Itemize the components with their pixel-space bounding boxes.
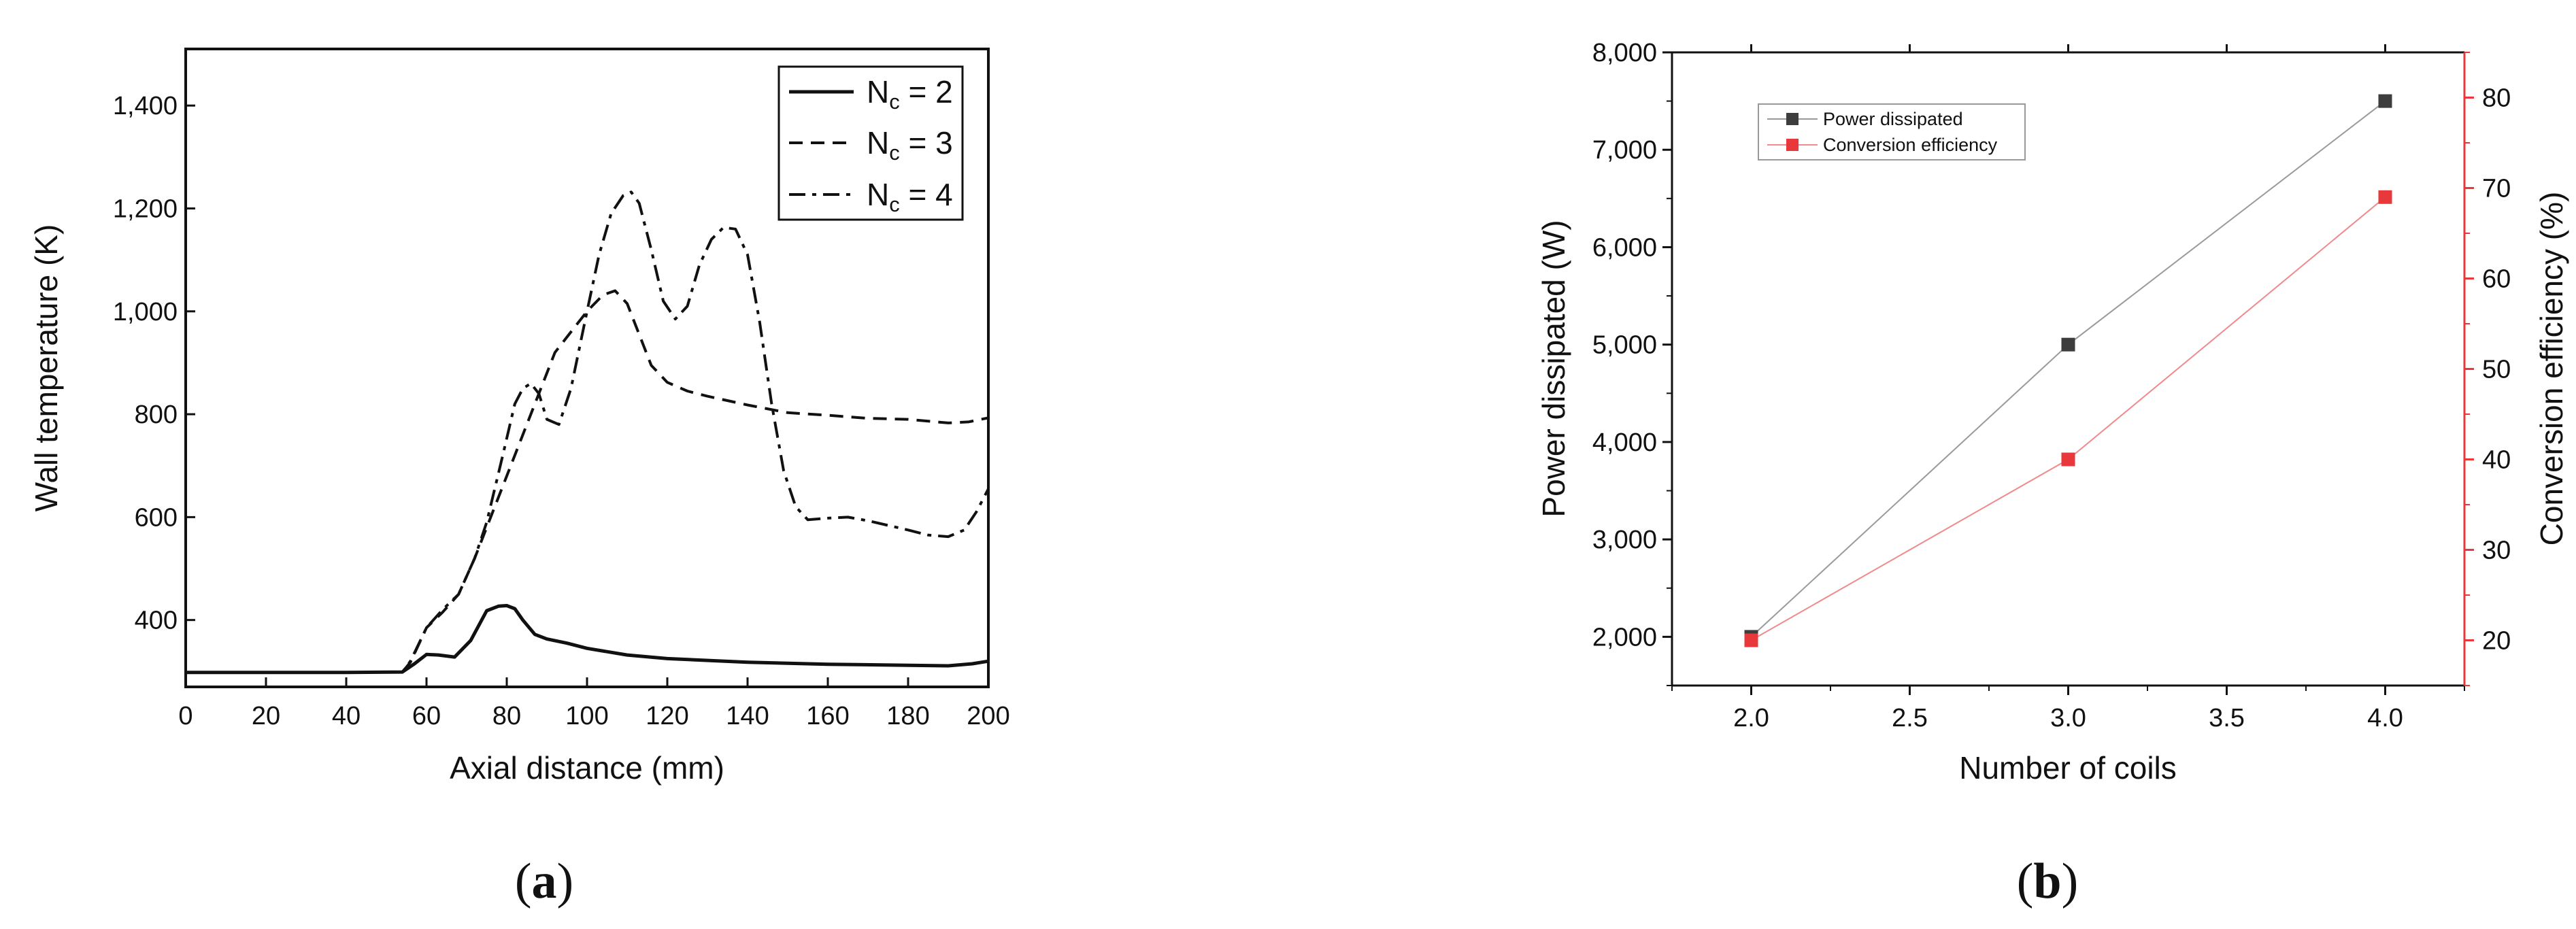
chart-b: 2.0 2.5 3.0 3.5 4.0 2,000 3,000 4,000 5,000 6,00…: [1536, 39, 2569, 909]
chart-b-right-y-tick-label: 40: [2482, 446, 2511, 475]
chart-b-right-y-axis-label: Conversion efficiency (%): [2534, 192, 2569, 546]
chart-b-series-2-marker: [1744, 633, 1758, 647]
legend-label-nc4: Nc = 4: [867, 177, 953, 216]
chart-b-x-ticks: 2.0 2.5 3.0 3.5 4.0: [1671, 44, 2465, 732]
chart-a-series-1-line: [186, 604, 989, 675]
chart-a-legend-box: [777, 65, 964, 221]
chart-a-x-tick-label: 200: [967, 702, 1009, 730]
legend-label-power: Power dissipated: [1823, 109, 1963, 129]
legend-swatch-efficiency-marker: [1786, 139, 1799, 151]
chart-b-series-1-line: [1750, 100, 2386, 638]
chart-b-y-tick-label: 8,000: [1592, 39, 1657, 67]
chart-a-series-2-line: [186, 289, 989, 674]
chart-a-legend: Nc = 2 Nc = 3 Nc = 4: [777, 65, 964, 221]
chart-a-x-tick-label: 20: [252, 702, 280, 730]
chart-b-y-ticks: 2,000 3,000 4,000 5,000 6,000 7,000 8,000: [1592, 39, 1672, 686]
legend-label-nc3: Nc = 3: [867, 125, 953, 165]
chart-a-x-tick-label: 120: [646, 702, 688, 730]
chart-b-right-y-tick-label: 50: [2482, 356, 2511, 384]
chart-b-series-1-marker: [2061, 337, 2075, 352]
chart-a-x-tick-label: 100: [565, 702, 608, 730]
chart-a-x-tick-label: 160: [806, 702, 849, 730]
chart-b-x-tick-label: 4.0: [2367, 704, 2403, 732]
legend-swatch-power-marker: [1786, 113, 1799, 125]
panel-b-tag: (b): [2017, 854, 2078, 909]
chart-a-x-ticks: 0 20 40 60 80 100 120 140 160 180 200: [178, 677, 1010, 730]
chart-a: 0 20 40 60 80 100 120 140 160 180 200 400 600 800 1,0…: [29, 48, 1010, 909]
chart-a-x-tick-label: 80: [492, 702, 521, 730]
legend-label-nc2: Nc = 2: [867, 74, 953, 114]
chart-b-series-2-marker: [2378, 190, 2392, 204]
chart-b-y-tick-label: 4,000: [1592, 428, 1657, 457]
chart-b-y-tick-label: 6,000: [1592, 233, 1657, 262]
chart-b-right-y-tick-label: 30: [2482, 537, 2511, 565]
chart-b-x-tick-label: 3.5: [2209, 704, 2245, 732]
chart-b-right-y-tick-label: 60: [2482, 265, 2511, 294]
chart-b-right-y-tick-label: 20: [2482, 627, 2511, 656]
chart-a-y-tick-label: 1,000: [113, 298, 178, 326]
chart-b-right-y-ticks: 20 30 40 50 60 70 80: [2464, 52, 2511, 686]
chart-a-x-axis-label: Axial distance (mm): [450, 750, 724, 786]
chart-b-x-axis-label: Number of coils: [1959, 750, 2177, 786]
chart-b-lines: [1744, 94, 2392, 647]
chart-a-series-3-line: [186, 190, 990, 674]
chart-a-y-tick-label: 800: [135, 401, 178, 429]
chart-a-y-ticks: 400 600 800 1,000 1,200 1,400: [113, 92, 195, 635]
legend-label-efficiency: Conversion efficiency: [1823, 135, 1998, 155]
chart-b-series-2-marker: [2061, 452, 2075, 467]
chart-b-x-tick-label: 2.0: [1733, 704, 1769, 732]
chart-b-y-axis-label: Power dissipated (W): [1536, 220, 1571, 517]
chart-a-y-tick-label: 400: [135, 607, 178, 635]
chart-a-x-tick-label: 40: [332, 702, 361, 730]
chart-b-y-tick-label: 5,000: [1592, 331, 1657, 360]
chart-a-x-tick-label: 60: [412, 702, 441, 730]
chart-b-y-tick-label: 2,000: [1592, 623, 1657, 652]
chart-a-y-tick-label: 1,400: [113, 92, 178, 120]
chart-b-right-y-tick-label: 70: [2482, 175, 2511, 203]
chart-b-y-tick-label: 3,000: [1592, 526, 1657, 554]
chart-a-lines: [186, 190, 990, 675]
chart-a-y-tick-label: 1,200: [113, 195, 178, 224]
chart-b-right-y-tick-label: 80: [2482, 84, 2511, 113]
chart-a-x-tick-label: 180: [886, 702, 929, 730]
chart-b-series-1-marker: [2378, 94, 2392, 108]
chart-a-x-tick-label: 0: [178, 702, 193, 730]
chart-a-x-tick-label: 140: [726, 702, 769, 730]
chart-b-x-tick-label: 2.5: [1892, 704, 1928, 732]
chart-b-x-tick-label: 3.0: [2050, 704, 2086, 732]
chart-b-legend-box: [1758, 103, 2026, 161]
chart-b-legend: Power dissipated Conversion efficiency: [1758, 103, 2026, 161]
chart-a-y-tick-label: 600: [135, 503, 178, 532]
chart-b-y-tick-label: 7,000: [1592, 136, 1657, 165]
chart-a-y-axis-label: Wall temperature (K): [29, 224, 64, 512]
panel-a-tag: (a): [515, 854, 573, 909]
chart-b-series-2-line: [1751, 197, 2386, 641]
